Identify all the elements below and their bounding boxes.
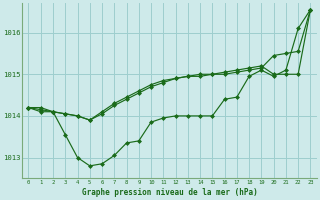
X-axis label: Graphe pression niveau de la mer (hPa): Graphe pression niveau de la mer (hPa) — [82, 188, 257, 197]
